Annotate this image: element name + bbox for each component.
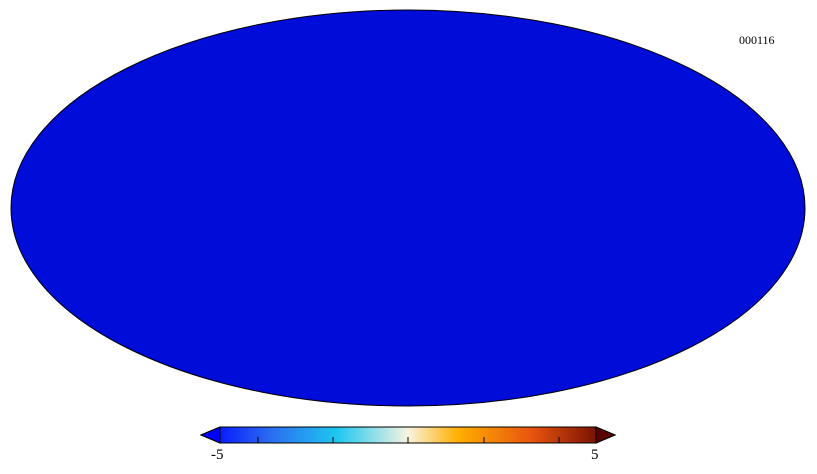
colorbar-min-label: -5 [211,447,224,463]
colorbar-min-arrow [199,426,221,444]
colorbar-max-arrow [595,426,617,444]
colorbar-ticks [257,437,560,443]
map-field [11,10,805,406]
map-outline [10,9,806,407]
colorbar [199,426,617,444]
map-id-label: 000116 [739,33,775,47]
colorbar-max-label: 5 [591,447,599,463]
